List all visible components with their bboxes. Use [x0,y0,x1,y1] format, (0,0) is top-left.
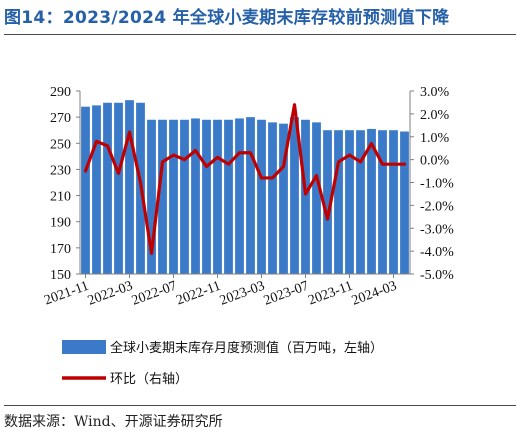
left-tick-label: 290 [50,85,71,100]
bar-2022-07 [169,119,178,274]
x-tick-label: 2023-11 [306,279,355,309]
line-series [83,103,407,256]
title-rule [4,34,516,35]
bar-2022-11 [213,119,222,274]
source-note: 数据来源：Wind、开源证券研究所 [4,414,223,430]
bar-2023-10 [334,130,343,274]
bar-2023-11 [345,130,354,274]
right-tick-label: 2.0% [420,108,450,123]
x-tick-label: 2022-03 [86,279,135,309]
left-tick-label: 270 [50,111,71,126]
figure-title: 图14：2023/2024 年全球小麦期末库存较前预测值下降 [4,8,450,28]
bar-2021-11 [81,106,90,274]
x-tick-label: 2022-11 [174,279,223,309]
right-tick-label: 1.0% [420,131,450,146]
right-tick-label: 0.0% [420,154,450,169]
bar-2023-04 [268,122,277,275]
chart-legend: 全球小麦期末库存月度预测值（百万吨，左轴） 环比（右轴） [62,340,383,387]
bar-2022-02 [114,102,123,274]
bar-2022-06 [158,119,167,274]
bar-series [81,100,409,275]
mom-line [83,103,407,256]
x-tick-label: 2023-07 [262,279,311,309]
bar-2023-07 [301,119,310,274]
bar-2022-09 [191,118,200,274]
right-tick-label: -1.0% [420,177,454,192]
x-tick-label: 2021-11 [42,279,91,309]
bar-2023-03 [257,119,266,274]
legend-label-line: 环比（右轴） [110,372,188,387]
bar-2022-05 [147,119,156,274]
right-tick-label: -2.0% [420,199,454,214]
bar-2022-03 [125,100,134,275]
bar-2024-02 [378,130,387,274]
bar-2022-01 [103,102,112,274]
bar-2021-12 [92,105,101,274]
source-rule [4,405,516,406]
bar-2024-04 [400,131,409,274]
left-tick-label: 210 [50,190,71,205]
bar-2024-03 [389,130,398,274]
bar-2023-06 [290,117,299,274]
legend-label-bars: 全球小麦期末库存月度预测值（百万吨，左轴） [110,340,383,356]
bar-2023-01 [235,118,244,274]
x-tick-label: 2024-03 [350,279,399,309]
bar-2023-09 [323,130,332,274]
bar-2022-08 [180,119,189,274]
right-tick-label: 3.0% [420,85,450,100]
left-tick-label: 230 [50,163,71,178]
left-tick-label: 250 [50,137,71,152]
left-tick-label: 190 [50,216,71,231]
bar-2023-02 [246,117,255,274]
right-tick-label: -3.0% [420,222,454,237]
right-tick-label: -5.0% [420,268,454,283]
bar-2023-12 [356,130,365,274]
bar-2022-10 [202,119,211,274]
left-tick-label: 150 [50,268,71,283]
bar-2023-05 [279,123,288,275]
bar-2024-01 [367,128,376,274]
right-tick-label: -4.0% [420,245,454,260]
x-tick-label: 2022-07 [130,279,179,309]
legend-swatch-bars [62,340,106,354]
left-tick-label: 170 [50,242,71,257]
bar-2022-12 [224,119,233,274]
x-tick-label: 2023-03 [218,279,267,309]
bar-2023-08 [312,122,321,275]
